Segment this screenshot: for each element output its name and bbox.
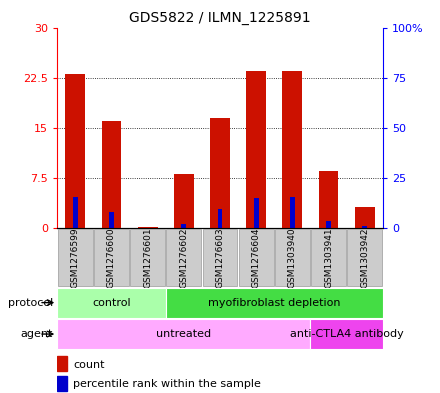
FancyBboxPatch shape [57, 288, 166, 318]
Bar [254, 198, 259, 228]
Text: GSM1276601: GSM1276601 [143, 227, 152, 288]
Text: anti-CTLA4 antibody: anti-CTLA4 antibody [290, 329, 403, 339]
Bar [355, 207, 375, 228]
Text: GSM1303942: GSM1303942 [360, 227, 369, 288]
Bar [109, 212, 114, 228]
FancyBboxPatch shape [239, 229, 274, 286]
Bar [66, 74, 85, 228]
Bar [73, 197, 78, 228]
Text: GSM1276599: GSM1276599 [71, 227, 80, 288]
Bar [102, 121, 121, 228]
FancyBboxPatch shape [311, 229, 346, 286]
Bar [181, 224, 186, 228]
Text: agent: agent [20, 329, 53, 339]
Text: control: control [92, 298, 131, 308]
FancyBboxPatch shape [58, 229, 93, 286]
Text: untreated: untreated [156, 329, 211, 339]
Bar [319, 171, 338, 228]
Bar [246, 71, 266, 228]
FancyBboxPatch shape [347, 229, 382, 286]
Text: GSM1276600: GSM1276600 [107, 227, 116, 288]
FancyBboxPatch shape [57, 319, 311, 349]
Text: count: count [73, 360, 105, 370]
Bar [217, 209, 223, 228]
Text: GSM1303941: GSM1303941 [324, 227, 333, 288]
FancyBboxPatch shape [203, 229, 237, 286]
FancyBboxPatch shape [94, 229, 129, 286]
Title: GDS5822 / ILMN_1225891: GDS5822 / ILMN_1225891 [129, 11, 311, 25]
Bar [326, 221, 331, 228]
FancyBboxPatch shape [275, 229, 310, 286]
Bar [57, 376, 67, 391]
Text: GSM1276602: GSM1276602 [180, 227, 188, 288]
Text: GSM1276603: GSM1276603 [216, 227, 224, 288]
Bar [210, 118, 230, 228]
Bar [282, 71, 302, 228]
Text: GSM1303940: GSM1303940 [288, 227, 297, 288]
Bar [57, 356, 67, 371]
Text: GSM1276604: GSM1276604 [252, 227, 260, 288]
Text: myofibroblast depletion: myofibroblast depletion [208, 298, 341, 308]
Text: protocol: protocol [7, 298, 53, 308]
FancyBboxPatch shape [166, 288, 383, 318]
FancyBboxPatch shape [130, 229, 165, 286]
Bar [362, 226, 367, 228]
Text: percentile rank within the sample: percentile rank within the sample [73, 379, 261, 389]
Bar [290, 197, 295, 228]
FancyBboxPatch shape [311, 319, 383, 349]
FancyBboxPatch shape [166, 229, 201, 286]
Bar [174, 174, 194, 228]
